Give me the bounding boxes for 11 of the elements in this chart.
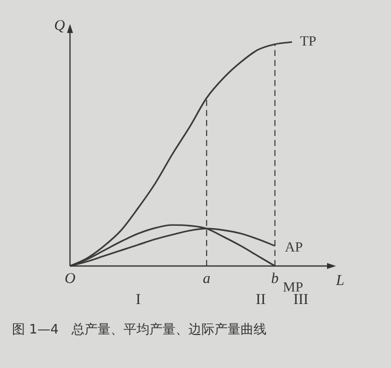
text: II — [256, 292, 266, 308]
series-label: TP — [300, 34, 317, 50]
series-label: AP — [284, 240, 304, 256]
x-tick-label: a — [202, 270, 210, 287]
x-axis-title: L — [335, 272, 344, 289]
y-axis-title: Q — [54, 18, 66, 34]
text: I — [136, 292, 141, 308]
caption: 图 1—4 总产量、平均产量、边际产量曲线 — [12, 322, 267, 338]
text: III — [293, 292, 308, 308]
x-tick-label: b — [271, 270, 280, 287]
x-tick-label: O — [64, 270, 76, 287]
